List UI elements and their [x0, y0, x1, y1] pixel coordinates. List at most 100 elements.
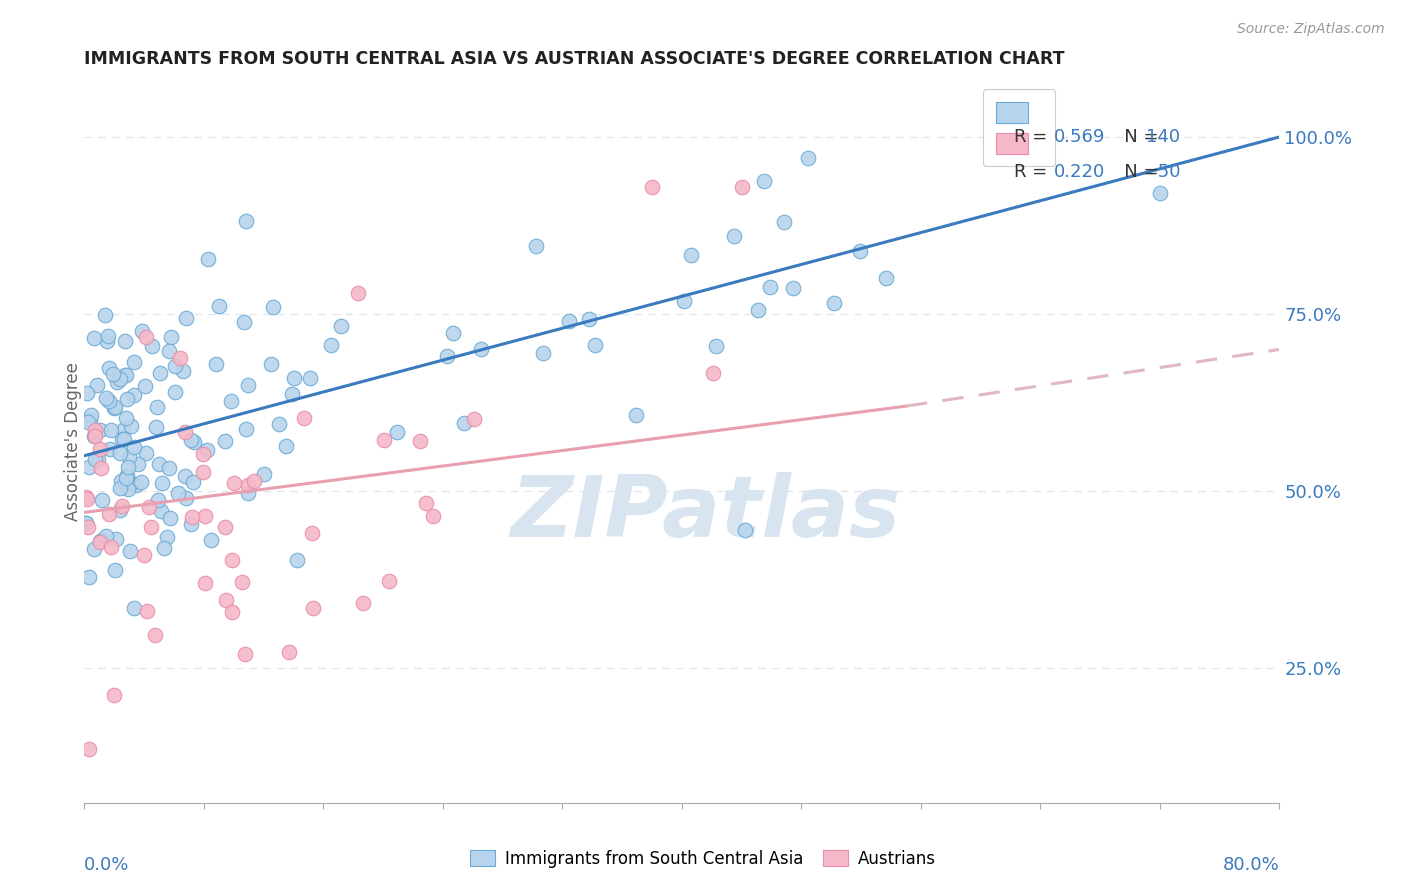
- Point: [236, 478, 259, 492]
- Point: [181, 510, 204, 524]
- Point: [117, 392, 139, 406]
- Text: 80.0%: 80.0%: [1223, 856, 1279, 874]
- Point: [75, 490, 97, 504]
- Point: [259, 357, 281, 371]
- Point: [132, 548, 155, 562]
- Point: [86, 378, 108, 392]
- Point: [141, 339, 163, 353]
- Point: [180, 517, 202, 532]
- Point: [232, 315, 254, 329]
- Point: [83, 429, 105, 443]
- Point: [772, 215, 794, 229]
- Text: 50: 50: [1152, 163, 1180, 181]
- Point: [352, 596, 374, 610]
- Text: R =: R =: [1014, 128, 1053, 145]
- Point: [89, 535, 111, 549]
- Point: [83, 542, 105, 557]
- Point: [135, 604, 157, 618]
- Point: [145, 420, 167, 434]
- Point: [124, 601, 146, 615]
- Point: [204, 357, 226, 371]
- Point: [224, 476, 246, 491]
- Point: [195, 442, 218, 457]
- Point: [76, 385, 98, 400]
- Point: [385, 425, 408, 439]
- Point: [702, 366, 724, 380]
- Point: [117, 482, 139, 496]
- Point: [159, 329, 181, 343]
- Point: [193, 447, 215, 461]
- Point: [274, 439, 297, 453]
- Point: [558, 314, 581, 328]
- Point: [441, 326, 464, 340]
- Point: [125, 478, 148, 492]
- Point: [145, 400, 167, 414]
- Point: [114, 368, 136, 383]
- Point: [436, 349, 458, 363]
- Point: [104, 532, 127, 546]
- Point: [115, 468, 138, 483]
- Text: 0.569: 0.569: [1053, 128, 1105, 145]
- Point: [122, 440, 145, 454]
- Point: [83, 429, 105, 443]
- Point: [253, 467, 276, 482]
- Text: IMMIGRANTS FROM SOUTH CENTRAL ASIA VS AUSTRIAN ASSOCIATE'S DEGREE CORRELATION CH: IMMIGRANTS FROM SOUTH CENTRAL ASIA VS AU…: [84, 50, 1064, 68]
- Point: [108, 372, 131, 386]
- Point: [235, 422, 257, 436]
- Point: [453, 416, 475, 430]
- Point: [679, 248, 702, 262]
- Point: [235, 213, 257, 227]
- Point: [285, 553, 308, 567]
- Point: [875, 271, 897, 285]
- Point: [90, 461, 112, 475]
- Text: R =: R =: [1014, 163, 1053, 181]
- Point: [108, 503, 131, 517]
- Point: [120, 419, 142, 434]
- Point: [754, 174, 776, 188]
- Point: [115, 410, 138, 425]
- Point: [134, 379, 156, 393]
- Point: [104, 563, 127, 577]
- Point: [221, 605, 243, 619]
- Point: [97, 507, 120, 521]
- Point: [77, 415, 100, 429]
- Point: [89, 423, 111, 437]
- Point: [174, 491, 197, 505]
- Point: [277, 645, 299, 659]
- Point: [641, 179, 664, 194]
- Point: [149, 504, 172, 518]
- Text: 0.0%: 0.0%: [84, 856, 129, 874]
- Point: [797, 151, 820, 165]
- Point: [183, 434, 205, 449]
- Point: [150, 475, 173, 490]
- Point: [169, 351, 191, 365]
- Point: [585, 338, 607, 352]
- Point: [135, 446, 157, 460]
- Point: [759, 280, 782, 294]
- Point: [347, 285, 370, 300]
- Point: [111, 499, 134, 513]
- Point: [149, 366, 172, 380]
- Point: [138, 500, 160, 515]
- Point: [214, 520, 236, 534]
- Point: [624, 408, 647, 422]
- Point: [98, 442, 121, 456]
- Point: [148, 492, 170, 507]
- Text: 0.220: 0.220: [1053, 163, 1105, 181]
- Point: [115, 471, 138, 485]
- Point: [98, 361, 121, 376]
- Point: [83, 423, 105, 437]
- Point: [84, 451, 107, 466]
- Point: [104, 400, 127, 414]
- Point: [731, 179, 754, 194]
- Point: [283, 371, 305, 385]
- Point: [214, 592, 236, 607]
- Point: [105, 375, 128, 389]
- Point: [148, 457, 170, 471]
- Point: [118, 450, 141, 464]
- Point: [734, 523, 756, 537]
- Point: [135, 330, 157, 344]
- Point: [91, 533, 114, 547]
- Point: [269, 417, 291, 431]
- Point: [782, 281, 804, 295]
